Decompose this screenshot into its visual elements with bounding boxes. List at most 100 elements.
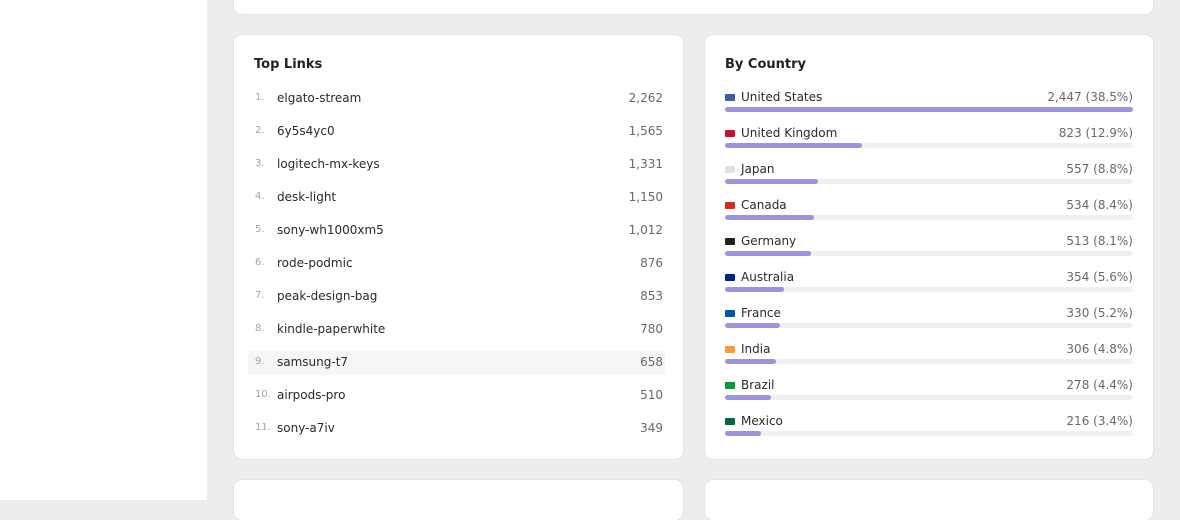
link-name: desk-light	[277, 190, 337, 204]
country-visits: 534 (8.4%)	[1066, 198, 1133, 212]
flag-icon	[725, 346, 735, 353]
link-row[interactable]: 6. rode-podmic 876	[248, 252, 665, 276]
flag-icon	[725, 382, 735, 389]
country-row: Japan 557 (8.8%)	[725, 162, 1133, 192]
card-top	[234, 0, 1153, 14]
link-name: kindle-paperwhite	[277, 322, 386, 336]
card-bottom	[234, 480, 683, 520]
country-row: United States 2,447 (38.5%)	[725, 90, 1133, 120]
country-row: Germany 513 (8.1%)	[725, 234, 1133, 264]
sidebar	[0, 0, 207, 500]
flag-icon	[725, 166, 735, 173]
link-rank: 6.	[255, 257, 265, 268]
flag-icon	[725, 238, 735, 245]
flag-icon	[725, 274, 735, 281]
link-count: 349	[640, 421, 663, 435]
bar-track	[725, 287, 1133, 292]
country-row: Mexico 216 (3.4%)	[725, 414, 1133, 444]
link-rank: 9.	[255, 356, 265, 367]
country-row: India 306 (4.8%)	[725, 342, 1133, 372]
link-rank: 7.	[255, 290, 265, 301]
country-name: India	[741, 342, 771, 356]
country-name: Germany	[741, 234, 797, 248]
body: Top Links 1. elgato-stream 2,262 2. 6y5s4yc0…	[0, 0, 1153, 520]
bar	[725, 251, 811, 256]
bar	[725, 107, 1133, 112]
country-name: United States	[741, 90, 823, 104]
card-bottom	[705, 480, 1153, 520]
link-name: 6y5s4yc0	[277, 124, 335, 138]
link-rank: 11.	[255, 422, 271, 433]
link-count: 1,012	[628, 223, 663, 237]
country-visits: 2,447 (38.5%)	[1047, 90, 1133, 104]
flag-icon	[725, 418, 735, 425]
bar	[725, 323, 781, 328]
country-row: Brazil 278 (4.4%)	[725, 378, 1133, 408]
country-row: Canada 534 (8.4%)	[725, 198, 1133, 228]
country-row: Australia 354 (5.6%)	[725, 270, 1133, 300]
country-row: United Kingdom 823 (12.9%)	[725, 126, 1133, 156]
country-name: Canada	[741, 198, 787, 212]
bar-track	[725, 215, 1133, 220]
link-row[interactable]: 2. 6y5s4yc0 1,565	[248, 120, 665, 144]
flag-icon	[725, 94, 735, 101]
link-row[interactable]: 9. samsung-t7 658	[248, 351, 665, 375]
bar	[725, 143, 863, 148]
country-name: Mexico	[741, 414, 783, 428]
country-name: France	[741, 306, 781, 320]
link-name: sony-a7iv	[277, 421, 335, 435]
bar-track	[725, 323, 1133, 328]
link-row[interactable]: 4. desk-light 1,150	[248, 186, 665, 210]
link-row[interactable]: 7. peak-design-bag 853	[248, 285, 665, 309]
link-count: 853	[640, 289, 663, 303]
link-count: 1,331	[628, 157, 663, 171]
card-title: By Country	[725, 57, 806, 72]
link-row[interactable]: 11. sony-a7iv 349	[248, 417, 665, 441]
flag-icon	[725, 310, 735, 317]
country-name: Australia	[741, 270, 795, 284]
country-visits: 823 (12.9%)	[1058, 126, 1133, 140]
country-name: Brazil	[741, 378, 775, 392]
link-count: 780	[640, 322, 663, 336]
bar-track	[725, 431, 1133, 436]
link-rank: 3.	[255, 158, 265, 169]
link-row[interactable]: 3. logitech-mx-keys 1,331	[248, 153, 665, 177]
country-visits: 216 (3.4%)	[1066, 414, 1133, 428]
flag-icon	[725, 130, 735, 137]
link-count: 1,565	[628, 124, 663, 138]
bar	[725, 215, 815, 220]
by-country-card: By Country United States 2,447 (38.5%) Uni…	[705, 35, 1153, 459]
link-rank: 8.	[255, 323, 265, 334]
link-count: 1,150	[628, 190, 663, 204]
bar	[725, 359, 777, 364]
link-count: 2,262	[628, 91, 663, 105]
link-name: elgato-stream	[277, 91, 362, 105]
country-name: United Kingdom	[741, 126, 838, 140]
country-name: Japan	[741, 162, 775, 176]
link-row[interactable]: 5. sony-wh1000xm5 1,012	[248, 219, 665, 243]
country-visits: 513 (8.1%)	[1066, 234, 1133, 248]
link-name: logitech-mx-keys	[277, 157, 380, 171]
bar-track	[725, 179, 1133, 184]
country-visits: 278 (4.4%)	[1066, 378, 1133, 392]
link-row[interactable]: 8. kindle-paperwhite 780	[248, 318, 665, 342]
bar	[725, 287, 785, 292]
country-row: France 330 (5.2%)	[725, 306, 1133, 336]
link-count: 510	[640, 388, 663, 402]
link-name: peak-design-bag	[277, 289, 378, 303]
link-name: samsung-t7	[277, 355, 349, 369]
link-rank: 10.	[255, 389, 271, 400]
link-count: 876	[640, 256, 663, 270]
country-visits: 557 (8.8%)	[1066, 162, 1133, 176]
link-rank: 5.	[255, 224, 265, 235]
bar	[725, 395, 772, 400]
country-visits: 354 (5.6%)	[1066, 270, 1133, 284]
bar-track	[725, 359, 1133, 364]
link-row[interactable]: 1. elgato-stream 2,262	[248, 87, 665, 111]
link-row[interactable]: 10. airpods-pro 510	[248, 384, 665, 408]
bar-track	[725, 143, 1133, 148]
bar-track	[725, 107, 1133, 112]
bar-track	[725, 395, 1133, 400]
page: Analytics {"top_links": {"title": "Top L…	[0, 0, 1153, 520]
bar	[725, 179, 818, 184]
